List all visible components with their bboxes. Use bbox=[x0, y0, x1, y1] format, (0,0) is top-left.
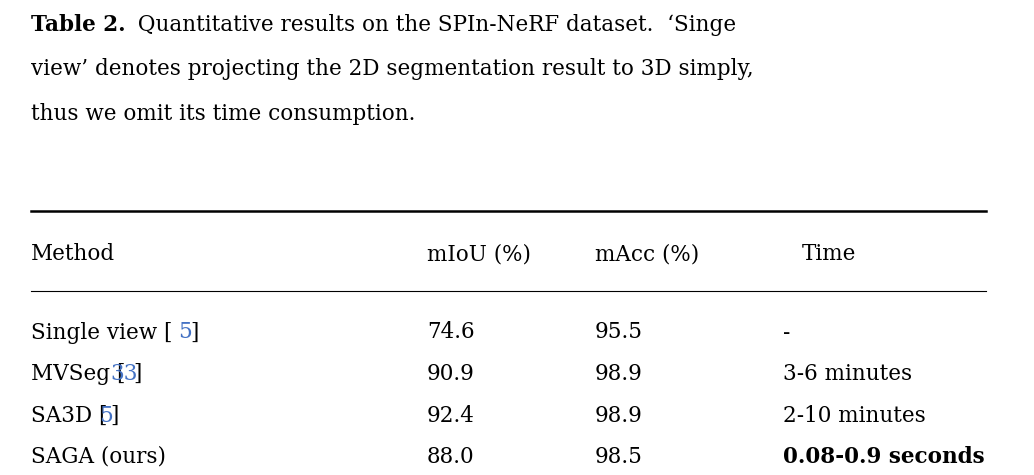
Text: 5: 5 bbox=[99, 405, 113, 427]
Text: mIoU (%): mIoU (%) bbox=[427, 243, 531, 265]
Text: mAcc (%): mAcc (%) bbox=[595, 243, 699, 265]
Text: Time: Time bbox=[801, 243, 856, 265]
Text: 90.9: 90.9 bbox=[427, 363, 475, 385]
Text: MVSeg [: MVSeg [ bbox=[30, 363, 125, 385]
Text: ]: ] bbox=[111, 405, 119, 427]
Text: 95.5: 95.5 bbox=[595, 322, 643, 343]
Text: Table 2.: Table 2. bbox=[30, 14, 125, 36]
Text: thus we omit its time consumption.: thus we omit its time consumption. bbox=[30, 103, 415, 124]
Text: 98.5: 98.5 bbox=[595, 446, 643, 468]
Text: 98.9: 98.9 bbox=[595, 405, 643, 427]
Text: Method: Method bbox=[30, 243, 115, 265]
Text: 0.08-0.9 seconds: 0.08-0.9 seconds bbox=[783, 446, 984, 468]
Text: view’ denotes projecting the 2D segmentation result to 3D simply,: view’ denotes projecting the 2D segmenta… bbox=[30, 58, 753, 80]
Text: SAGA (ours): SAGA (ours) bbox=[30, 446, 165, 468]
Text: -: - bbox=[783, 322, 790, 343]
Text: 74.6: 74.6 bbox=[427, 322, 475, 343]
Text: 33: 33 bbox=[111, 363, 138, 385]
Text: 88.0: 88.0 bbox=[427, 446, 475, 468]
Text: 98.9: 98.9 bbox=[595, 363, 643, 385]
Text: ]: ] bbox=[133, 363, 142, 385]
Text: 5: 5 bbox=[179, 322, 192, 343]
Text: 92.4: 92.4 bbox=[427, 405, 475, 427]
Text: ]: ] bbox=[190, 322, 199, 343]
Text: Single view [: Single view [ bbox=[30, 322, 172, 343]
Text: 2-10 minutes: 2-10 minutes bbox=[783, 405, 925, 427]
Text: Quantitative results on the SPIn-NeRF dataset.  ‘Singe: Quantitative results on the SPIn-NeRF da… bbox=[124, 14, 736, 36]
Text: 3-6 minutes: 3-6 minutes bbox=[783, 363, 912, 385]
Text: SA3D [: SA3D [ bbox=[30, 405, 107, 427]
